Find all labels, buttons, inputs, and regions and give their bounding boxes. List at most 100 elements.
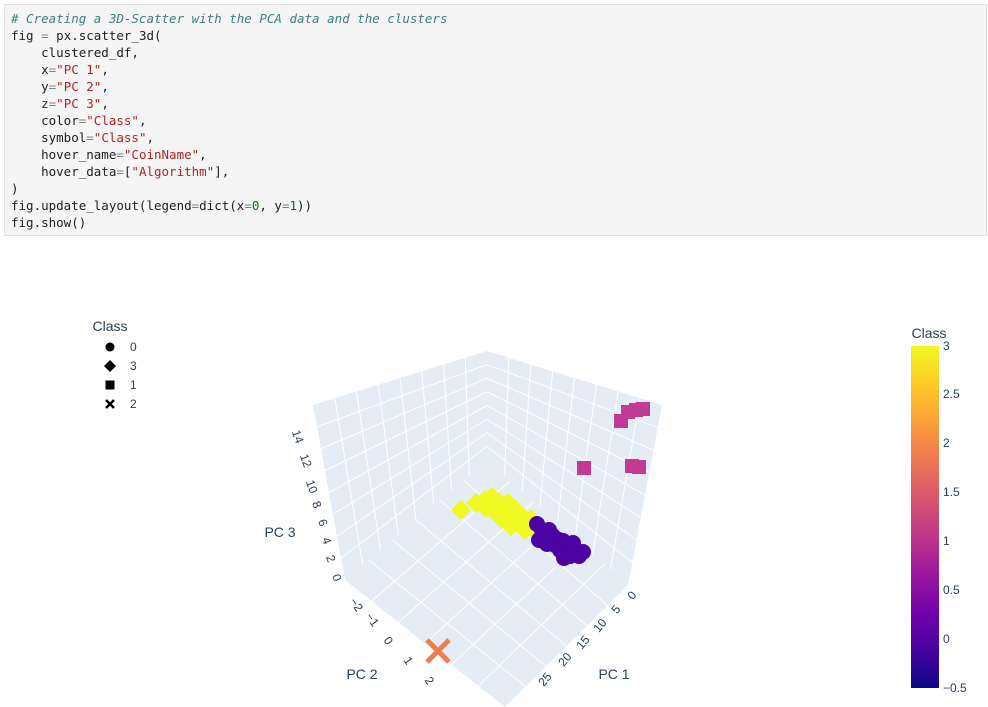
code-token: = bbox=[281, 198, 290, 213]
legend-item-label: 2 bbox=[130, 397, 137, 411]
code-token: 0 bbox=[251, 198, 260, 213]
code-token: "CoinName" bbox=[123, 147, 200, 162]
code-line: x="PC 1", bbox=[11, 61, 986, 78]
code-token: ) bbox=[11, 181, 19, 196]
grid-line bbox=[340, 445, 488, 559]
legend-diamond-icon bbox=[104, 360, 116, 372]
data-point-class0 bbox=[565, 535, 581, 551]
code-token: fig bbox=[11, 28, 42, 43]
code-token: hover_name bbox=[11, 147, 117, 162]
colorbar-tick-label: 1.5 bbox=[943, 485, 960, 499]
code-token: [ bbox=[123, 164, 132, 179]
code-token: = bbox=[116, 147, 124, 162]
data-point-class3 bbox=[478, 494, 498, 514]
code-token: = bbox=[48, 79, 57, 94]
code-line: fig.update_layout(legend=dict(x=0, y=1)) bbox=[11, 197, 986, 214]
z-tick-label: 0 bbox=[329, 572, 345, 583]
code-token: "PC 3" bbox=[56, 96, 102, 111]
z-tick-label: 2 bbox=[323, 553, 339, 564]
y-tick-label: 1 bbox=[401, 654, 416, 668]
code-token: x bbox=[11, 62, 49, 77]
code-token: = bbox=[41, 28, 49, 43]
colorbar-tick-label: 0.5 bbox=[943, 583, 960, 597]
code-token: ], bbox=[214, 164, 230, 179]
y-axis-title: PC 2 bbox=[346, 666, 377, 682]
code-token: = bbox=[48, 62, 57, 77]
code-token: , bbox=[101, 62, 109, 77]
grid-line bbox=[336, 432, 488, 537]
code-line: z="PC 3", bbox=[11, 95, 986, 112]
data-point-class3 bbox=[451, 500, 471, 520]
code-line: hover_name="CoinName", bbox=[11, 146, 986, 163]
data-point-class2 bbox=[425, 638, 451, 664]
y-tick-label: −2 bbox=[347, 595, 367, 615]
legend-item-3[interactable]: 3 bbox=[104, 359, 137, 373]
z-axis-title: PC 3 bbox=[264, 524, 295, 540]
x-tick-label: 5 bbox=[608, 602, 623, 616]
code-token: = bbox=[78, 113, 87, 128]
grid-line bbox=[320, 377, 488, 450]
code-token: )) bbox=[297, 198, 313, 213]
y-tick-label: −1 bbox=[363, 610, 383, 630]
x-tick-label: 0 bbox=[624, 588, 639, 602]
z-tick-label: 12 bbox=[297, 452, 315, 470]
grid-line bbox=[486, 391, 650, 473]
code-token: z bbox=[11, 96, 49, 111]
grid-line bbox=[486, 405, 646, 496]
code-token: = bbox=[86, 130, 94, 145]
code-token: = bbox=[116, 164, 124, 179]
code-line: fig = px.scatter_3d( bbox=[11, 27, 986, 44]
colorbar-tick-label: 0 bbox=[943, 632, 950, 646]
colorbar-title: Class bbox=[911, 325, 946, 341]
data-point-class1 bbox=[577, 461, 591, 475]
code-line: clustered_df, bbox=[11, 44, 986, 61]
z-tick-label: 14 bbox=[289, 428, 307, 446]
legend-item-0[interactable]: 0 bbox=[105, 340, 138, 354]
grid-line bbox=[486, 445, 633, 563]
legend-item-2[interactable]: 2 bbox=[105, 397, 137, 411]
y-tick-label: 2 bbox=[422, 674, 437, 688]
z-tick-label: 8 bbox=[309, 499, 325, 510]
x-axis-title: PC 1 bbox=[598, 666, 629, 682]
grid-line bbox=[324, 391, 488, 472]
code-line: fig.show() bbox=[11, 214, 986, 231]
data-point-class1 bbox=[629, 403, 643, 417]
legend-item-1[interactable]: 1 bbox=[105, 378, 138, 392]
code-token: px.scatter_3d( bbox=[48, 28, 162, 43]
legend-item-label: 3 bbox=[130, 359, 137, 373]
grid-line bbox=[486, 418, 642, 518]
code-token: "PC 1" bbox=[56, 62, 102, 77]
code-token: # Creating a 3D-Scatter with the PCA dat… bbox=[11, 11, 448, 26]
code-token: , bbox=[101, 79, 109, 94]
legend-circle-icon bbox=[105, 342, 115, 352]
code-token: y bbox=[11, 79, 49, 94]
code-line: hover_data=["Algorithm"], bbox=[11, 163, 986, 180]
code-token: symbol bbox=[11, 130, 87, 145]
colorbar-tick-label: 2.5 bbox=[943, 387, 960, 401]
z-tick-label: 10 bbox=[303, 478, 321, 496]
code-token: "Class" bbox=[93, 130, 147, 145]
y-tick-label: 0 bbox=[381, 634, 396, 648]
floor-pane bbox=[345, 460, 628, 707]
grid-line bbox=[486, 377, 654, 451]
legend-title: Class bbox=[92, 318, 127, 334]
plotly-3d-scatter[interactable]: 0 2 4 6 8 10 12 14 −2 −1 0 1 2 0 5 10 15 20 25 PC 3 PC 2 PC 1… bbox=[0, 240, 988, 707]
colorbar-tick-label: 2 bbox=[943, 436, 950, 450]
code-token: "Class" bbox=[86, 113, 139, 128]
z-tick-label: 6 bbox=[315, 517, 331, 528]
code-cell[interactable]: # Creating a 3D-Scatter with the PCA dat… bbox=[4, 4, 987, 236]
code-token: , bbox=[146, 130, 155, 145]
code-token: , bbox=[138, 113, 147, 128]
data-point-stroke bbox=[425, 638, 451, 664]
code-token: = bbox=[244, 198, 252, 213]
code-line: y="PC 2", bbox=[11, 78, 986, 95]
code-token: "Algorithm" bbox=[131, 164, 215, 179]
legend-x-icon bbox=[105, 399, 115, 409]
colorbar bbox=[911, 346, 939, 688]
legend-square-icon bbox=[105, 380, 115, 390]
legend-item-label: 0 bbox=[130, 340, 137, 354]
code-token: fig.update_layout(legend bbox=[11, 198, 192, 213]
colorbar-tick-label: 1 bbox=[943, 534, 950, 548]
colorbar-tick-label: 3 bbox=[943, 339, 950, 353]
